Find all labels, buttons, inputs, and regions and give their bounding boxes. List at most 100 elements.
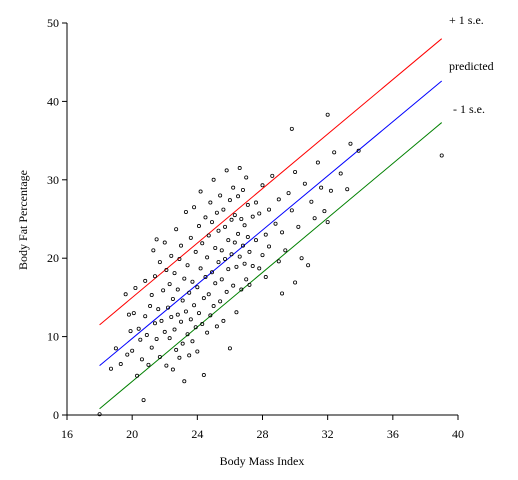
data-point [242, 261, 247, 266]
data-point [141, 398, 146, 403]
data-point [138, 337, 143, 342]
data-point [309, 199, 314, 204]
data-point [175, 312, 180, 317]
data-point [356, 148, 361, 153]
data-point [328, 188, 333, 193]
data-point [190, 339, 195, 344]
data-point [226, 238, 231, 243]
data-point [174, 227, 179, 232]
data-point [325, 220, 330, 225]
line-series [99, 38, 443, 326]
data-point [296, 224, 301, 229]
data-point [135, 373, 140, 378]
x-tick-label: 36 [387, 427, 399, 441]
data-point [152, 274, 157, 279]
data-point [131, 311, 136, 316]
data-point [302, 181, 307, 186]
data-point [200, 322, 205, 327]
data-point [113, 346, 118, 351]
data-point [177, 256, 182, 261]
data-point [205, 330, 210, 335]
data-point [206, 292, 211, 297]
data-point [148, 304, 153, 309]
data-point [223, 256, 228, 261]
data-point [97, 412, 102, 417]
data-point [211, 177, 216, 182]
data-point [108, 366, 113, 371]
data-point [161, 288, 166, 293]
data-point [224, 168, 229, 173]
data-point [174, 347, 179, 352]
data-point [273, 221, 278, 226]
data-point [159, 318, 164, 323]
data-point [182, 276, 187, 281]
data-point [221, 318, 226, 323]
data-point [130, 348, 135, 353]
data-point [227, 346, 232, 351]
data-point [231, 283, 236, 288]
data-point [283, 248, 288, 253]
data-point [322, 209, 327, 214]
data-point [200, 241, 205, 246]
data-point [286, 191, 291, 196]
data-point [169, 253, 174, 258]
data-point [203, 275, 208, 280]
ticks: 16 20 24 28 32 36 40 0 10 20 30 40 50 [47, 16, 464, 441]
data-point [227, 198, 232, 203]
x-axis-title: Body Mass Index [220, 454, 305, 468]
data-point [146, 362, 151, 367]
data-point [276, 259, 281, 264]
x-tick-label: 32 [322, 427, 334, 441]
data-point [338, 171, 343, 176]
data-point [183, 309, 188, 314]
data-point [239, 216, 244, 221]
data-point [179, 243, 184, 248]
data-point [245, 235, 250, 240]
data-point [175, 287, 180, 292]
data-point [198, 189, 203, 194]
regression-lines [99, 38, 443, 410]
data-point [237, 166, 242, 171]
data-point [224, 289, 229, 294]
data-point [157, 354, 162, 359]
data-point [192, 303, 197, 308]
data-point [154, 336, 159, 341]
data-point [306, 263, 311, 268]
data-point [234, 310, 239, 315]
data-point [299, 256, 304, 261]
line-label: - 1 s.e. [453, 102, 485, 116]
data-point [172, 327, 177, 332]
data-point [242, 223, 247, 228]
data-point [193, 249, 198, 254]
data-point [198, 266, 203, 271]
data-point [143, 278, 148, 283]
y-tick-label: 40 [47, 94, 59, 108]
data-point [133, 285, 138, 290]
data-point [276, 197, 281, 202]
data-point [136, 326, 141, 331]
data-point [267, 207, 272, 212]
data-point [214, 210, 219, 215]
x-tick-label: 20 [126, 427, 138, 441]
data-point [125, 352, 130, 357]
data-point [206, 233, 211, 238]
data-point [193, 325, 198, 330]
data-point [244, 277, 249, 282]
data-point [280, 230, 285, 235]
line-series [99, 122, 443, 410]
data-point [167, 282, 172, 287]
data-point [195, 285, 200, 290]
y-tick-label: 0 [53, 408, 59, 422]
data-point [229, 217, 234, 222]
data-point [192, 205, 197, 210]
data-point [177, 355, 182, 360]
data-point [188, 235, 193, 240]
data-point [332, 150, 337, 155]
data-point [240, 187, 245, 192]
data-point [143, 314, 148, 319]
data-point [156, 307, 161, 312]
data-point [226, 267, 231, 272]
data-point [234, 264, 239, 269]
data-point [151, 248, 156, 253]
data-point [188, 317, 193, 322]
